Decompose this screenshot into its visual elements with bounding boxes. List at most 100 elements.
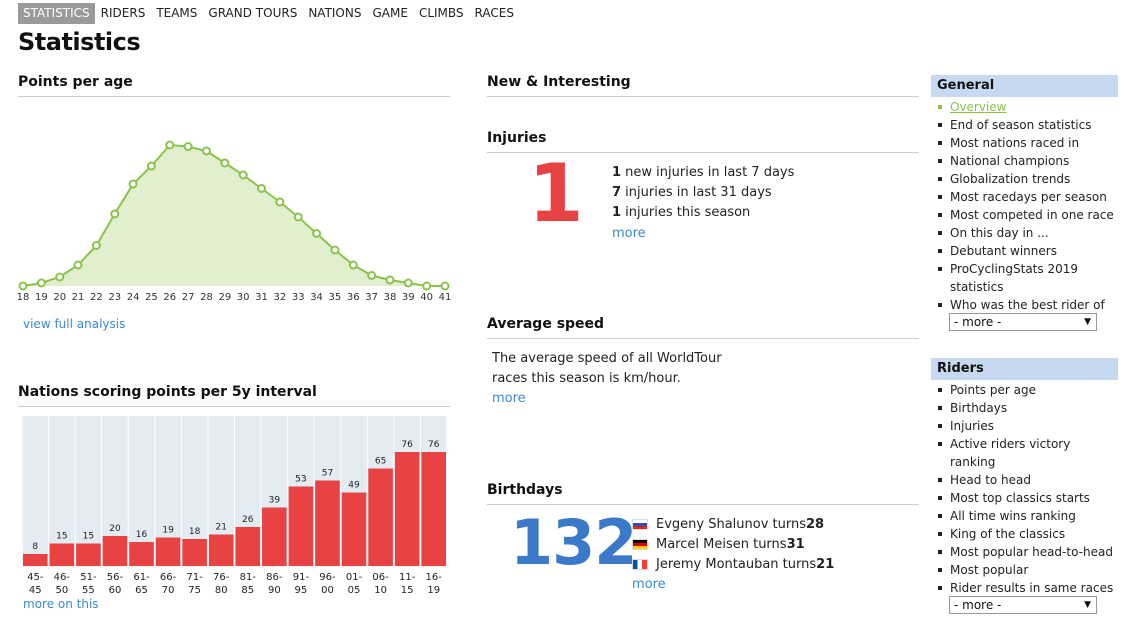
sidebar-item-victory-ranking[interactable]: Active riders victory ranking bbox=[936, 435, 1116, 471]
age-tick-label: 33 bbox=[292, 292, 305, 303]
nation-bar bbox=[76, 543, 101, 566]
france-flag-icon bbox=[632, 559, 648, 570]
view-full-analysis-link[interactable]: view full analysis bbox=[23, 317, 126, 331]
injuries-line-season: 1 injuries this season bbox=[612, 205, 751, 220]
nav-statistics[interactable]: STATISTICS bbox=[18, 3, 95, 24]
age-tick-label: 32 bbox=[274, 292, 287, 303]
bar-value-label: 57 bbox=[322, 469, 333, 479]
sidebar-item-most-nations[interactable]: Most nations raced in bbox=[936, 134, 1116, 152]
injuries-more-link[interactable]: more bbox=[612, 226, 646, 241]
nation-bar bbox=[102, 536, 128, 566]
age-data-point bbox=[128, 179, 138, 189]
nation-bar bbox=[315, 480, 340, 566]
sidebar-item-on-this-day[interactable]: On this day in ... bbox=[936, 224, 1116, 242]
age-tick-label: 29 bbox=[218, 292, 231, 303]
sidebar-item-globalization[interactable]: Globalization trends bbox=[936, 170, 1116, 188]
injuries-line-week: 1 new injuries in last 7 days bbox=[612, 165, 795, 180]
average-speed-text-1: The average speed of all WorldTour bbox=[492, 351, 722, 366]
age-tick-label: 41 bbox=[439, 292, 452, 303]
bar-value-label: 39 bbox=[269, 496, 281, 506]
age-tick-label: 31 bbox=[255, 292, 268, 303]
sidebar-item-most-racedays[interactable]: Most racedays per season bbox=[936, 188, 1116, 206]
birthday-rider-name[interactable]: Jeremy Montauban turns bbox=[656, 557, 817, 572]
nav-game[interactable]: GAME bbox=[372, 6, 408, 20]
sidebar-item-overview[interactable]: Overview bbox=[936, 98, 1116, 116]
age-tick-label: 38 bbox=[384, 292, 397, 303]
nav-nations[interactable]: NATIONS bbox=[308, 6, 362, 20]
age-data-point bbox=[220, 158, 230, 168]
sidebar-general-list: Overview End of season statistics Most n… bbox=[936, 98, 1116, 328]
bar-background bbox=[49, 416, 75, 566]
sidebar-item-debutant-winners[interactable]: Debutant winners bbox=[936, 242, 1116, 260]
injuries-line-month: 7 injuries in last 31 days bbox=[612, 185, 772, 200]
nav-riders[interactable]: RIDERS bbox=[100, 6, 146, 20]
select-value: - more - bbox=[954, 598, 1002, 612]
sidebar-item-national-champions[interactable]: National champions bbox=[936, 152, 1116, 170]
age-data-point bbox=[440, 281, 450, 291]
age-tick-label: 34 bbox=[310, 292, 323, 303]
sidebar-item-most-competed[interactable]: Most competed in one race bbox=[936, 206, 1116, 224]
sidebar-item-all-time-wins[interactable]: All time wins ranking bbox=[936, 507, 1116, 525]
sidebar-general-heading: General bbox=[931, 75, 1118, 97]
bar-tick-label: 86- bbox=[266, 572, 283, 583]
general-more-select[interactable]: - more - ▼ bbox=[949, 313, 1097, 331]
nav-races[interactable]: RACES bbox=[474, 6, 514, 20]
age-tick-label: 22 bbox=[90, 292, 103, 303]
age-tick-label: 37 bbox=[365, 292, 378, 303]
sidebar-item-birthdays[interactable]: Birthdays bbox=[936, 399, 1116, 417]
sidebar-item-top-classics[interactable]: Most top classics starts bbox=[936, 489, 1116, 507]
nav-grand-tours[interactable]: GRAND TOURS bbox=[208, 6, 298, 20]
bar-tick-label: 01- bbox=[346, 572, 363, 583]
birthday-row: Evgeny Shalunov turns 28 bbox=[632, 517, 824, 532]
bar-value-label: 16 bbox=[136, 530, 148, 540]
bar-tick-label: 60 bbox=[109, 585, 122, 596]
age-data-point bbox=[348, 260, 358, 270]
sidebar-item-points-per-age[interactable]: Points per age bbox=[936, 381, 1116, 399]
sidebar-item-head-to-head[interactable]: Head to head bbox=[936, 471, 1116, 489]
nation-bar bbox=[208, 534, 234, 566]
birthdays-more-link[interactable]: more bbox=[632, 577, 666, 592]
bar-tick-label: 75 bbox=[188, 585, 201, 596]
birthday-rider-name[interactable]: Evgeny Shalunov turns bbox=[656, 517, 807, 532]
nav-climbs[interactable]: CLIMBS bbox=[418, 6, 464, 20]
bar-tick-label: 81- bbox=[240, 572, 257, 583]
bar-tick-label: 11- bbox=[399, 572, 416, 583]
nations-bar-chart: 8 45- 45 15 46- 50 15 51- 55 20 56- 60 16 61- 65 19 66- 7… bbox=[22, 416, 447, 596]
birthday-rider-name[interactable]: Marcel Meisen turns bbox=[656, 537, 787, 552]
bar-value-label: 19 bbox=[162, 526, 174, 536]
bar-value-label: 18 bbox=[189, 527, 201, 537]
bar-tick-label: 46- bbox=[54, 572, 71, 583]
average-speed-more-link[interactable]: more bbox=[492, 391, 526, 406]
sidebar-item-king-classics[interactable]: King of the classics bbox=[936, 525, 1116, 543]
age-data-point bbox=[73, 260, 83, 270]
nation-bar bbox=[235, 527, 261, 566]
bar-value-label: 26 bbox=[242, 515, 254, 525]
sidebar-item-popular-h2h[interactable]: Most popular head-to-head bbox=[936, 543, 1116, 561]
nav-teams[interactable]: TEAMS bbox=[156, 6, 198, 20]
bar-tick-label: 45 bbox=[29, 585, 42, 596]
birthday-age: 21 bbox=[816, 557, 835, 572]
sidebar-item-injuries[interactable]: Injuries bbox=[936, 417, 1116, 435]
sidebar-riders-list: Points per age Birthdays Injuries Active… bbox=[936, 381, 1116, 611]
more-on-this-link[interactable]: more on this bbox=[23, 597, 99, 611]
nation-bar bbox=[288, 486, 314, 566]
age-data-point bbox=[18, 281, 28, 291]
bar-tick-label: 76- bbox=[213, 572, 230, 583]
bar-tick-label: 95 bbox=[295, 585, 308, 596]
sidebar-item-end-of-season[interactable]: End of season statistics bbox=[936, 116, 1116, 134]
bar-tick-label: 56- bbox=[107, 572, 124, 583]
bar-tick-label: 96- bbox=[319, 572, 336, 583]
age-data-point bbox=[330, 245, 340, 255]
riders-more-select[interactable]: - more - ▼ bbox=[949, 596, 1097, 614]
nation-bar bbox=[421, 452, 446, 566]
bar-tick-label: 55 bbox=[82, 585, 95, 596]
age-tick-label: 26 bbox=[163, 292, 176, 303]
birthday-age: 28 bbox=[806, 517, 825, 532]
age-data-point bbox=[257, 184, 267, 193]
bar-tick-label: 70 bbox=[162, 585, 175, 596]
sidebar-item-most-popular[interactable]: Most popular bbox=[936, 561, 1116, 579]
top-nav: STATISTICS RIDERS TEAMS GRAND TOURS NATI… bbox=[18, 3, 520, 24]
age-data-point bbox=[293, 212, 303, 222]
nation-bar bbox=[394, 452, 420, 566]
sidebar-item-pcs-2019[interactable]: ProCyclingStats 2019 statistics bbox=[936, 260, 1116, 296]
